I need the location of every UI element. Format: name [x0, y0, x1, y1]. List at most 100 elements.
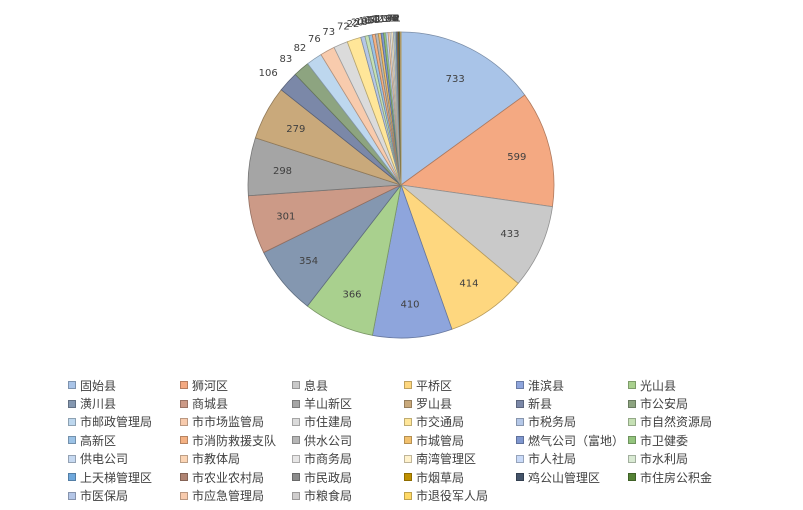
- legend-label: 罗山县: [416, 397, 453, 412]
- legend-item: 商城县: [180, 394, 292, 412]
- pie-data-label: 8: [385, 14, 391, 25]
- pie-data-label: 301: [276, 212, 295, 223]
- legend-swatch: [180, 381, 188, 390]
- legend-label: 市农业农村局: [192, 470, 265, 485]
- pie-data-label: 298: [273, 166, 292, 177]
- legend-item: 供电公司: [68, 450, 180, 468]
- pie-data-label: 83: [279, 54, 292, 65]
- legend-item: 燃气公司（富地）: [516, 431, 628, 449]
- legend-item: 市民政局: [292, 468, 404, 486]
- legend-item: 市交通局: [404, 413, 516, 431]
- pie-data-label: 354: [299, 256, 318, 267]
- legend-swatch: [404, 491, 412, 500]
- pie-data-label: 106: [259, 68, 278, 79]
- legend-label: 市应急管理局: [192, 489, 265, 504]
- legend-item: 羊山新区: [292, 394, 404, 412]
- legend-label: 市卫健委: [640, 433, 689, 448]
- legend-item: 狮河区: [180, 376, 292, 394]
- pie-data-label: 599: [507, 152, 526, 163]
- legend-swatch: [180, 454, 188, 463]
- pie-data-label: 7: [387, 14, 393, 25]
- legend-item: 市粮食局: [292, 486, 404, 504]
- legend-label: 南湾管理区: [416, 452, 477, 467]
- legend-swatch: [292, 491, 300, 500]
- legend-item: 市卫健委: [628, 431, 740, 449]
- legend-item: 市市场监管局: [180, 413, 292, 431]
- legend-swatch: [628, 399, 636, 408]
- legend-swatch: [628, 473, 636, 482]
- legend-swatch: [68, 454, 76, 463]
- legend-item: 息县: [292, 376, 404, 394]
- legend-label: 市商务局: [304, 452, 353, 467]
- legend-item: 光山县: [628, 376, 740, 394]
- pie-data-label: 16: [359, 16, 372, 27]
- legend-swatch: [404, 454, 412, 463]
- legend: 固始县 狮河区 息县 平桥区 淮滨县 光山县 潢川县 商城县 羊山新区 罗山县 新县 市公安局 市邮政管…: [68, 376, 768, 505]
- legend-item: 市住房公积金: [628, 468, 740, 486]
- legend-swatch: [404, 381, 412, 390]
- legend-label: 市粮食局: [304, 489, 353, 504]
- legend-item: 市水利局: [628, 450, 740, 468]
- legend-item: 上天梯管理区: [68, 468, 180, 486]
- legend-item: 市应急管理局: [180, 486, 292, 504]
- legend-swatch: [628, 454, 636, 463]
- legend-swatch: [292, 399, 300, 408]
- pie-data-label: 10: [375, 14, 388, 25]
- pie-data-label: 14: [365, 15, 378, 26]
- legend-swatch: [516, 381, 524, 390]
- legend-label: 市住房公积金: [640, 470, 713, 485]
- pie-data-label: 5: [390, 14, 396, 25]
- legend-swatch: [68, 399, 76, 408]
- pie-slice: [399, 94, 555, 208]
- legend-label: 燃气公司（富地）: [528, 433, 625, 448]
- legend-item: 市人社局: [516, 450, 628, 468]
- legend-swatch: [516, 417, 524, 426]
- pie-slice: [400, 31, 526, 186]
- pie-data-label: 4: [391, 14, 397, 25]
- pie-data-label: 433: [500, 229, 519, 240]
- legend-swatch: [68, 417, 76, 426]
- legend-item: 供水公司: [292, 431, 404, 449]
- legend-swatch: [628, 436, 636, 445]
- legend-label: 市消防救援支队: [192, 433, 277, 448]
- legend-label: 平桥区: [416, 378, 453, 393]
- pie-data-label: 414: [459, 279, 478, 290]
- legend-item: 市邮政管理局: [68, 413, 180, 431]
- legend-item: 市住建局: [292, 413, 404, 431]
- pie-data-label: 11: [373, 14, 386, 25]
- legend-item: 市退役军人局: [404, 486, 516, 504]
- pie-data-label: 18: [355, 17, 368, 28]
- legend-label: 市税务局: [528, 415, 577, 430]
- legend-item: 市城管局: [404, 431, 516, 449]
- legend-label: 新县: [528, 397, 553, 412]
- legend-label: 市交通局: [416, 415, 465, 430]
- legend-swatch: [628, 417, 636, 426]
- pie-data-label: 73: [322, 27, 335, 38]
- legend-item: 新县: [516, 394, 628, 412]
- legend-swatch: [292, 381, 300, 390]
- legend-label: 市住建局: [304, 415, 353, 430]
- legend-label: 淮滨县: [528, 378, 565, 393]
- pie-chart: 7335994334144103663543012982791068382767…: [247, 14, 555, 339]
- pie-data-label: 279: [286, 124, 305, 135]
- legend-label: 市民政局: [304, 470, 353, 485]
- legend-swatch: [180, 436, 188, 445]
- pie-data-label: 733: [446, 74, 465, 85]
- legend-label: 上天梯管理区: [80, 470, 153, 485]
- legend-label: 息县: [304, 378, 329, 393]
- pie-data-label: 3: [393, 14, 399, 25]
- pie-data-label: 1: [394, 14, 400, 25]
- legend-swatch: [404, 436, 412, 445]
- pie-data-label: 9: [384, 14, 390, 25]
- legend-swatch: [292, 417, 300, 426]
- legend-item: 平桥区: [404, 376, 516, 394]
- legend-item: 罗山县: [404, 394, 516, 412]
- legend-swatch: [516, 436, 524, 445]
- legend-label: 羊山新区: [304, 397, 353, 412]
- legend-label: 鸡公山管理区: [528, 470, 601, 485]
- legend-item: 潢川县: [68, 394, 180, 412]
- legend-swatch: [516, 454, 524, 463]
- pie-data-label: 72: [337, 22, 350, 33]
- legend-swatch: [516, 399, 524, 408]
- pie-data-label: 22: [347, 19, 360, 30]
